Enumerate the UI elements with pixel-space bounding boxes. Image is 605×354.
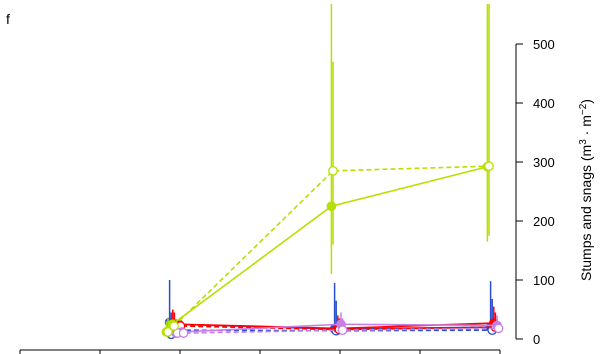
- data-point: [493, 323, 504, 334]
- data-point: [178, 328, 189, 338]
- y-tick-label: 500: [533, 37, 555, 52]
- y-tick-label: 0: [533, 332, 540, 347]
- data-point: [484, 161, 494, 171]
- y-axis-title-end: ): [578, 99, 594, 104]
- y-tick-label: 300: [533, 155, 555, 170]
- plot-area: [161, 4, 504, 340]
- y-axis-title-mid: · m: [578, 115, 594, 139]
- data-point: [337, 325, 348, 335]
- y-axis-title-sup2: −2: [578, 103, 589, 115]
- y-axis: 0 100 200 300 400 500 Stumps and snags (m3 · …: [515, 37, 595, 347]
- data-point: [326, 201, 337, 212]
- y-axis-title-sup1: 3: [578, 139, 589, 145]
- y-ticks: 0 100 200 300 400 500: [516, 37, 555, 347]
- x-ticks: [19, 350, 501, 354]
- series-3: [166, 298, 498, 340]
- series-1: [163, 4, 494, 337]
- data-point: [328, 166, 338, 176]
- data-point: [169, 321, 179, 331]
- y-axis-title-main: Stumps and snags (m: [578, 145, 594, 281]
- y-tick-label: 200: [533, 214, 555, 229]
- panel-label: f: [6, 11, 10, 27]
- series-line: [165, 165, 488, 333]
- y-axis-title: Stumps and snags (m3 · m−2): [578, 99, 595, 281]
- data-point: [163, 327, 173, 337]
- series-0: [161, 4, 493, 337]
- series-7: [172, 318, 504, 338]
- y-tick-label: 100: [533, 273, 555, 288]
- y-tick-label: 400: [533, 96, 555, 111]
- series-line: [167, 165, 490, 333]
- x-axis: [19, 349, 501, 354]
